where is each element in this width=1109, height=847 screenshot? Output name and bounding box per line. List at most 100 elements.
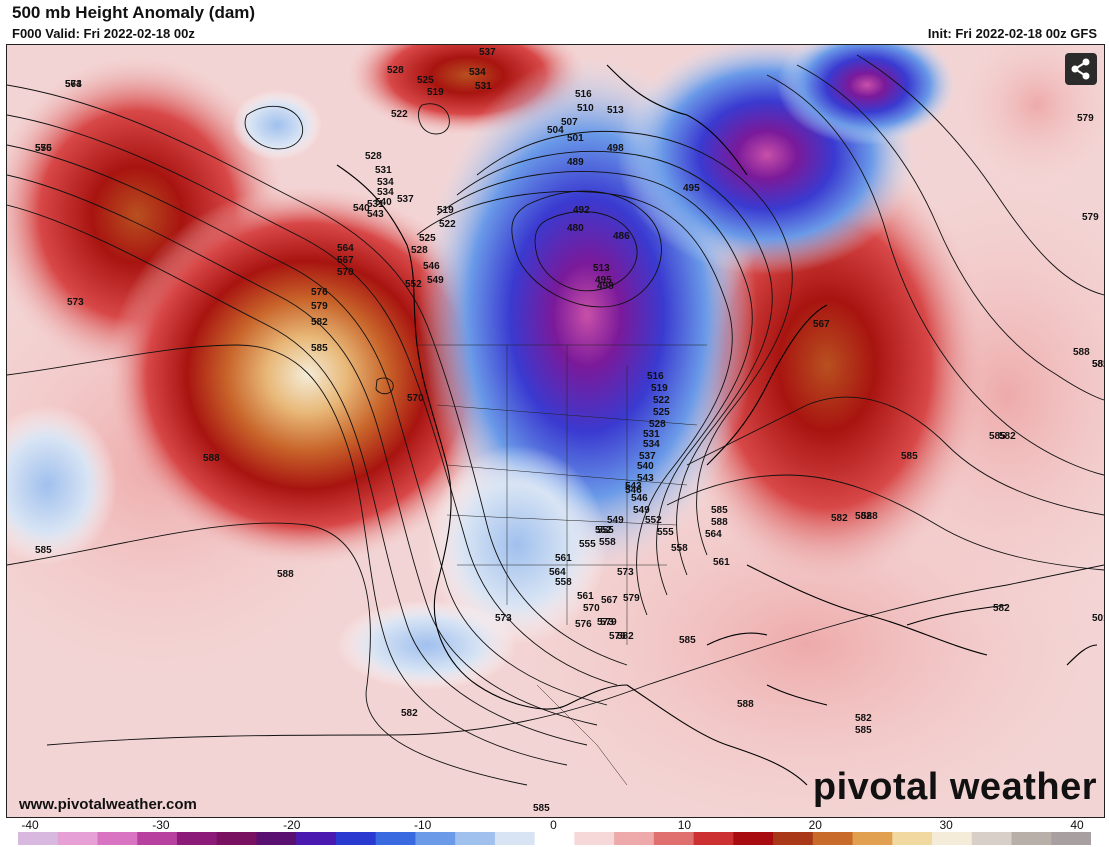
contour-line (766, 74, 1104, 476)
contour-label: 534 (469, 67, 486, 78)
contour-label: 492 (573, 205, 590, 216)
colorbar-tick-label: -40 (21, 818, 39, 832)
contour-label: 540 (375, 197, 392, 208)
contour-label: 486 (613, 231, 630, 242)
contour-line (418, 103, 450, 135)
contour-label: 540 (637, 461, 654, 472)
height-contours (7, 54, 1104, 786)
contour-label: 528 (365, 151, 382, 162)
contour-line (375, 377, 394, 395)
colorbar-swatch (892, 832, 933, 845)
contour-label: 582 (617, 631, 634, 642)
coastline (706, 304, 828, 466)
contour-label: 585 (901, 451, 918, 462)
contour-label: 573 (597, 617, 614, 628)
coastline (906, 604, 1008, 626)
colorbar-swatch (97, 832, 138, 845)
colorbar-tick-label: 20 (808, 818, 822, 832)
contour-line (666, 474, 1104, 571)
contour-line (456, 150, 773, 576)
coastline (336, 164, 628, 710)
colorbar-swatch (494, 832, 536, 845)
map-area[interactable]: 564 576 528 525 522 519 534 537 531 516 510 513 507 5… (6, 44, 1105, 818)
colorbar-swatch (574, 832, 615, 845)
colorbar-swatch (534, 832, 575, 845)
border-line (446, 514, 678, 526)
contour-label: 585 (35, 545, 52, 556)
contour-label: 510 (577, 103, 594, 114)
contour-line (7, 204, 588, 746)
contour-label: 525 (419, 233, 436, 244)
colorbar-tick-label: -10 (413, 818, 432, 832)
contour-label: 531 (643, 429, 660, 440)
contour-label: 558 (671, 543, 688, 554)
contour-line (686, 396, 1104, 516)
colorbar-swatch (971, 832, 1013, 845)
contour-line (244, 105, 304, 150)
contour-label: 585 (1092, 359, 1104, 370)
contour-line (476, 130, 793, 556)
contour-label: 555 (657, 527, 674, 538)
contour-label: 579 (311, 301, 328, 312)
contour-line (7, 522, 528, 786)
colorbar-swatch (733, 832, 774, 845)
website-url: www.pivotalweather.com (19, 796, 197, 813)
contour-label: 498 (607, 143, 624, 154)
colorbar-swatch (296, 832, 337, 845)
contour-label: 558 (599, 537, 616, 548)
colorbar-swatch (693, 832, 734, 845)
contour-label: 504 (547, 125, 564, 136)
contour-label: 564 (65, 79, 82, 90)
contour-line (7, 144, 608, 706)
contour-label: 531 (367, 199, 384, 210)
contour-label: 498 (597, 281, 614, 292)
contour-label: 582 (855, 511, 872, 522)
map-title: 500 mb Height Anomaly (dam) (12, 3, 256, 22)
contour-label: 555 (35, 143, 52, 154)
colorbar-swatch (57, 832, 98, 845)
contour-label: 564 (337, 243, 354, 254)
contour-label: 537 (639, 451, 656, 462)
contour-label: 582 (999, 431, 1016, 442)
colorbar-tick-label: 40 (1070, 818, 1084, 832)
coastlines (336, 64, 1098, 786)
contour-label: 585 (711, 505, 728, 516)
contour-label: 519 (427, 87, 444, 98)
contour-label: 555 (597, 525, 614, 536)
share-button[interactable] (1065, 53, 1097, 85)
contour-label: 528 (411, 245, 428, 256)
contour-label: 528 (387, 65, 404, 76)
contour-label: 501 (567, 133, 584, 144)
colorbar-swatch (653, 832, 695, 845)
contour-label: 561 (577, 591, 594, 602)
colorbar-swatch (812, 832, 854, 845)
contour-label: 495 (595, 275, 612, 286)
contour-label: 585 (311, 343, 328, 354)
political-borders (417, 344, 707, 786)
contour-line (7, 114, 618, 686)
contour-label: 489 (567, 157, 584, 168)
contour-label: 588 (1073, 347, 1090, 358)
contour-line (534, 211, 638, 292)
colorbar-swatch (256, 832, 297, 845)
contour-label: 585 (533, 803, 550, 814)
anomaly-field (232, 90, 322, 160)
colorbar-swatch (335, 832, 377, 845)
contour-label: 570 (337, 267, 354, 278)
contour-line (856, 54, 1104, 296)
coastline (706, 632, 768, 646)
brand-logo: pivotal weather (812, 766, 1097, 808)
contour-label: 564 (705, 529, 722, 540)
contour-label: 570 (583, 603, 600, 614)
contour-line (7, 344, 568, 766)
contour-label: 588 (861, 511, 878, 522)
contour-label: 549 (427, 275, 444, 286)
contour-label: 582 (855, 713, 872, 724)
contour-label: 546 (631, 493, 648, 504)
anomaly-field (427, 445, 607, 645)
coastline (1066, 644, 1098, 666)
contour-label: 582 (311, 317, 328, 328)
contour-label: 588 (711, 517, 728, 528)
contour-label: 579 (1082, 212, 1099, 223)
contour-label: 585 (989, 431, 1006, 442)
